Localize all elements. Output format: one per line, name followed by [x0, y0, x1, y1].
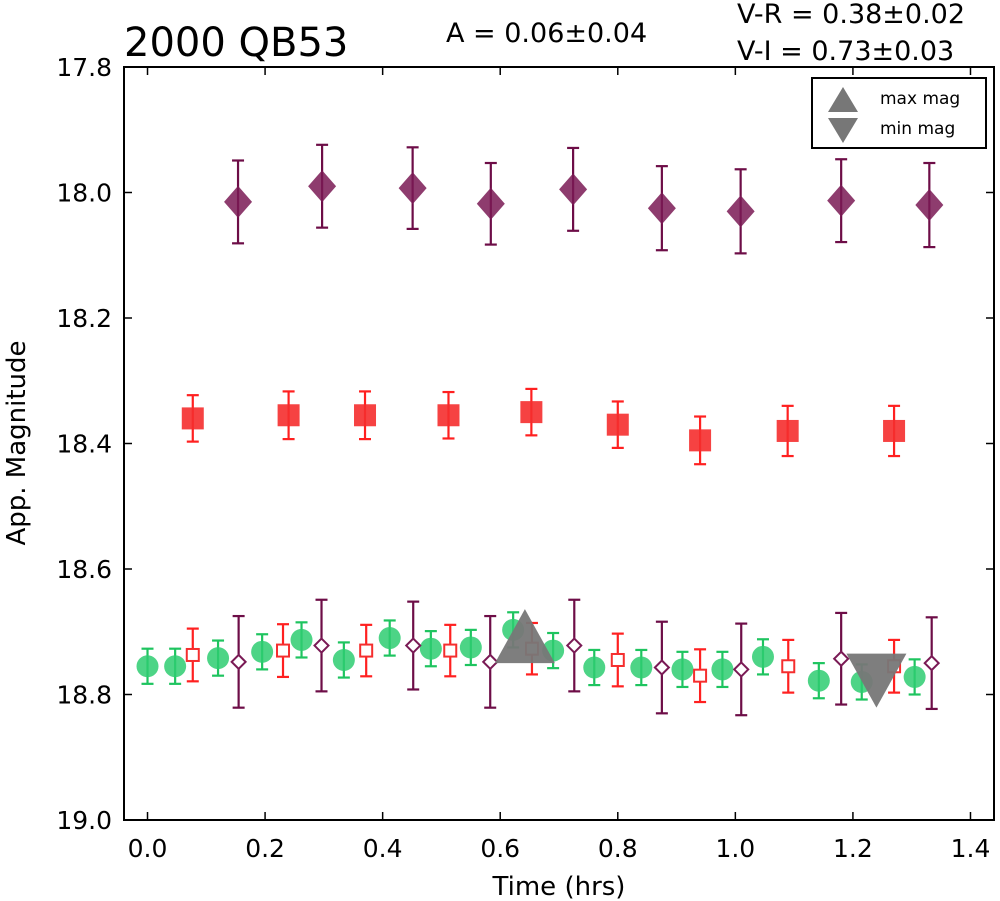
axis-ticks: 0.0 0.2 0.4 0.6 0.8 1.0 1.2 1.4 17.8 18.0 18.2 18.4…: [56, 53, 994, 863]
y-tick-label: 19.0: [56, 806, 112, 835]
data-point: [437, 404, 460, 427]
data-point: [671, 658, 694, 681]
data-point: [443, 643, 458, 658]
x-tick-label: 1.4: [951, 834, 991, 863]
data-point: [583, 656, 606, 679]
data-point: [419, 637, 442, 660]
data-point: [883, 419, 906, 442]
data-point: [653, 659, 671, 676]
data-point: [359, 643, 374, 658]
data-point: [781, 659, 796, 674]
legend: max mag min mag: [811, 77, 987, 149]
data-point: [807, 669, 830, 692]
v-r-annotation: V-R = 0.38±0.02: [737, 0, 965, 30]
data-point: [224, 185, 253, 218]
data-point: [832, 650, 850, 668]
x-tick-label: 1.2: [833, 834, 873, 863]
marker-min-mag: [846, 653, 907, 708]
data-point: [290, 628, 313, 651]
data-point: [181, 407, 204, 430]
data-point: [230, 653, 248, 671]
data-point: [610, 652, 625, 667]
data-point: [354, 404, 377, 427]
data-point: [559, 173, 588, 206]
data-point: [630, 656, 653, 679]
data-point: [751, 645, 774, 668]
data-point: [915, 189, 944, 222]
legend-label-min-mag: min mag: [880, 119, 955, 139]
amplitude-annotation: A = 0.06±0.04: [446, 18, 647, 49]
y-tick-label: 18.8: [56, 681, 112, 710]
data-point: [308, 170, 337, 203]
chart-title: 2000 QB53: [124, 20, 348, 66]
y-tick-label: 18.4: [56, 430, 112, 459]
data-point: [378, 627, 401, 650]
y-tick-label: 18.2: [56, 304, 112, 333]
v-i-annotation: V-I = 0.73±0.03: [737, 36, 954, 67]
y-tick-label: 17.8: [56, 53, 112, 82]
data-point: [520, 401, 543, 424]
data-point: [459, 636, 482, 659]
data-point: [693, 668, 708, 683]
legend-min-mag-icon: [828, 118, 858, 143]
x-tick-label: 0.2: [245, 834, 285, 863]
data-point: [481, 653, 499, 671]
data-point: [313, 637, 330, 654]
x-tick-label: 0.4: [363, 834, 403, 863]
plot-content: [136, 143, 944, 717]
data-point: [207, 647, 230, 670]
legend-max-mag-icon: [828, 87, 858, 112]
data-point: [476, 187, 505, 220]
data-point: [277, 404, 300, 427]
data-point: [776, 419, 799, 442]
data-point: [332, 648, 355, 671]
data-point: [404, 637, 422, 654]
data-point: [251, 640, 274, 663]
data-point: [726, 195, 755, 228]
marker-max-mag: [494, 609, 555, 664]
data-point: [185, 647, 200, 662]
data-point: [647, 192, 676, 225]
y-tick-label: 18.6: [56, 555, 112, 584]
data-point: [606, 413, 629, 436]
data-point: [827, 184, 856, 217]
x-tick-label: 0.6: [480, 834, 520, 863]
x-tick-label: 0.0: [128, 834, 168, 863]
data-point: [565, 637, 583, 654]
data-point: [711, 658, 734, 681]
data-point: [398, 172, 427, 205]
data-point: [689, 429, 712, 452]
legend-label-max-mag: max mag: [880, 89, 960, 109]
legend-markers: [828, 87, 858, 143]
data-point: [923, 654, 941, 672]
data-point: [136, 655, 159, 678]
data-point: [732, 660, 750, 678]
data-point: [903, 665, 926, 688]
x-axis-label: Time (hrs): [492, 872, 626, 901]
y-tick-label: 18.0: [56, 179, 112, 208]
x-tick-label: 1.0: [715, 834, 755, 863]
data-point: [276, 643, 291, 658]
y-axis-label: App. Magnitude: [2, 340, 32, 545]
data-point: [164, 655, 187, 678]
plot-frame: [123, 66, 995, 821]
x-tick-label: 0.8: [598, 834, 638, 863]
